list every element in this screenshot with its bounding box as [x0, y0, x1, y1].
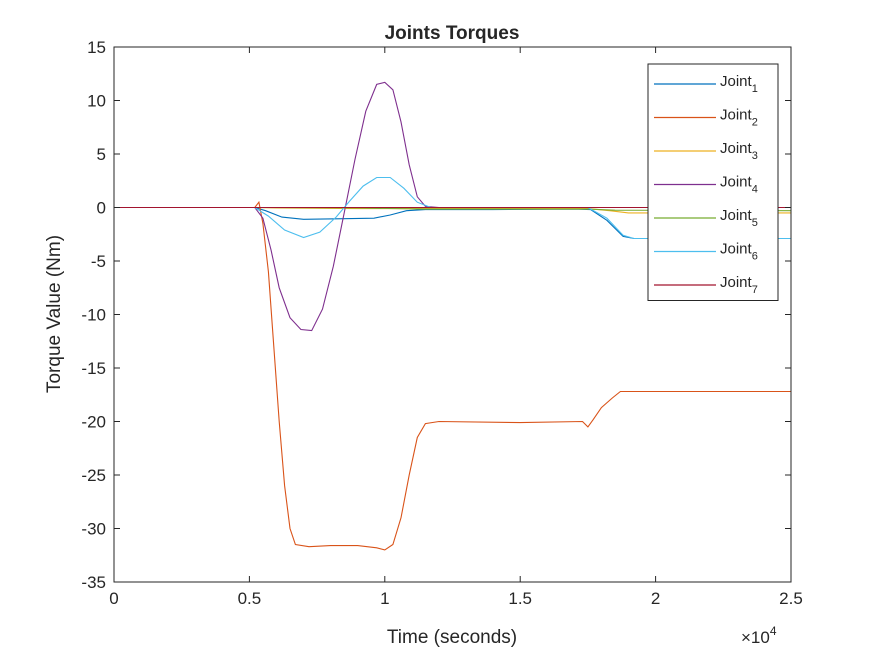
y-axis-label: Torque Value (Nm)	[44, 235, 65, 393]
legend-entry-joint-5: Joint5	[720, 207, 758, 229]
series-line-joint-4	[114, 81, 791, 332]
legend-entry-joint-1: Joint1	[720, 73, 758, 95]
chart-title: Joints Torques	[385, 23, 520, 44]
x-tick-label: 0.5	[238, 589, 262, 608]
y-tick-label: 5	[97, 145, 106, 164]
y-tick-label: -10	[81, 306, 106, 325]
x-axis-label: Time (seconds)	[387, 627, 517, 648]
y-tick-label: -20	[81, 413, 106, 432]
x-exponent-power: 4	[770, 624, 777, 638]
y-tick-label: -5	[91, 252, 106, 271]
series-line-joint-6	[114, 176, 791, 240]
tick-layer: 0 0.5 1 1.5 2 2.5 -35 -30 -25 -20 -15 -10 -5 0 5 10 15	[81, 38, 802, 608]
x-tick-label: 2.5	[779, 589, 803, 608]
legend-box	[647, 63, 779, 301]
x-tick-label: 0	[109, 589, 118, 608]
legend-entry-joint-7: Joint7	[720, 274, 758, 296]
x-tick-label: 1.5	[508, 589, 532, 608]
series-line-joint-1	[114, 206, 791, 240]
series-line-joint-2	[114, 200, 791, 551]
y-tick-label: -30	[81, 520, 106, 539]
legend-entry-joint-2: Joint2	[720, 107, 758, 129]
y-tick-label: 10	[87, 92, 106, 111]
x-exponent-label: ×104	[741, 624, 777, 647]
y-tick-label: -25	[81, 466, 106, 485]
y-tick-label: 15	[87, 38, 106, 57]
x-tick-label: 1	[380, 589, 389, 608]
x-tick-label: 2	[651, 589, 660, 608]
legend-entry-joint-3: Joint3	[720, 140, 758, 162]
legend: Joint1 Joint2 Joint3 Joint4 Joint5 Joint6 Join…	[647, 63, 779, 301]
y-tick-label: -35	[81, 573, 106, 592]
x-exponent-base: ×10	[741, 628, 770, 647]
legend-entry-joint-4: Joint4	[720, 174, 758, 196]
y-tick-label: 0	[97, 199, 106, 218]
legend-entry-joint-6: Joint6	[720, 241, 758, 263]
y-tick-label: -15	[81, 359, 106, 378]
